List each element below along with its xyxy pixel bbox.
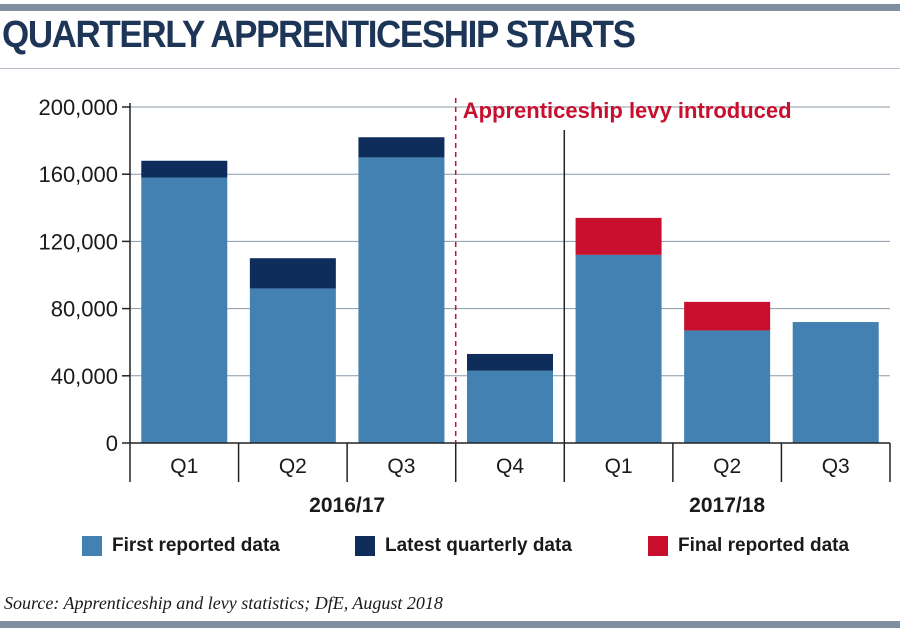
bar-latest-quarterly-data: [467, 353, 553, 371]
bar-latest-quarterly-data: [141, 160, 228, 178]
source-note: Source: Apprenticeship and levy statisti…: [4, 593, 443, 613]
title-divider: [0, 68, 900, 69]
legend-item-final-reported: Final reported data: [648, 535, 849, 557]
y-tick-label: 200,000: [38, 95, 118, 120]
legend-swatch-latest-quarterly: [355, 536, 375, 556]
x-tick-label: Q1: [170, 455, 198, 478]
bar-latest-quarterly-data: [358, 137, 445, 158]
bar-latest-quarterly-data: [249, 258, 336, 289]
y-tick-label: 160,000: [38, 162, 118, 187]
x-tick-label: Q2: [279, 455, 307, 478]
x-tick-label: Q3: [387, 455, 415, 478]
bar-first-reported-data: [358, 157, 445, 443]
chart-title: QUARTERLY APPRENTICESHIP STARTS: [2, 14, 636, 56]
legend-label-first-reported: First reported data: [112, 535, 280, 556]
levy-annotation-label: Apprenticeship levy introduced: [463, 98, 792, 123]
x-group-label: 2016/17: [309, 494, 385, 517]
bar-first-reported-data: [575, 254, 662, 443]
y-tick-label: 80,000: [51, 297, 118, 322]
legend-swatch-first-reported: [82, 536, 102, 556]
bar-first-reported-data: [684, 330, 771, 443]
legend-label-final-reported: Final reported data: [678, 535, 850, 556]
bar-first-reported-data: [141, 177, 228, 443]
legend: First reported data Latest quarterly dat…: [0, 535, 900, 565]
x-tick-label: Q3: [822, 455, 850, 478]
x-tick-label: Q2: [713, 455, 741, 478]
bar-chart: 0 40,000 80,000 120,000 160,000 200,000 Q1 Q2 Q3…: [38, 95, 891, 517]
bar-final-reported-data: [575, 217, 662, 255]
legend-item-latest-quarterly: Latest quarterly data: [355, 535, 572, 557]
y-tick-label: 40,000: [51, 364, 118, 389]
bar-first-reported-data: [467, 370, 553, 443]
x-tick-label: Q4: [496, 455, 524, 478]
legend-label-latest-quarterly: Latest quarterly data: [385, 535, 572, 556]
bar-first-reported-data: [249, 288, 336, 443]
top-rule: [0, 4, 900, 11]
bar-first-reported-data: [792, 322, 879, 443]
x-group-label: 2017/18: [689, 494, 765, 517]
y-tick-label: 0: [106, 431, 118, 456]
x-tick-label: Q1: [605, 455, 633, 478]
legend-swatch-final-reported: [648, 536, 668, 556]
legend-item-first-reported: First reported data: [82, 535, 280, 557]
y-tick-label: 120,000: [38, 229, 118, 254]
bottom-rule: [0, 621, 900, 628]
bar-final-reported-data: [684, 301, 771, 331]
